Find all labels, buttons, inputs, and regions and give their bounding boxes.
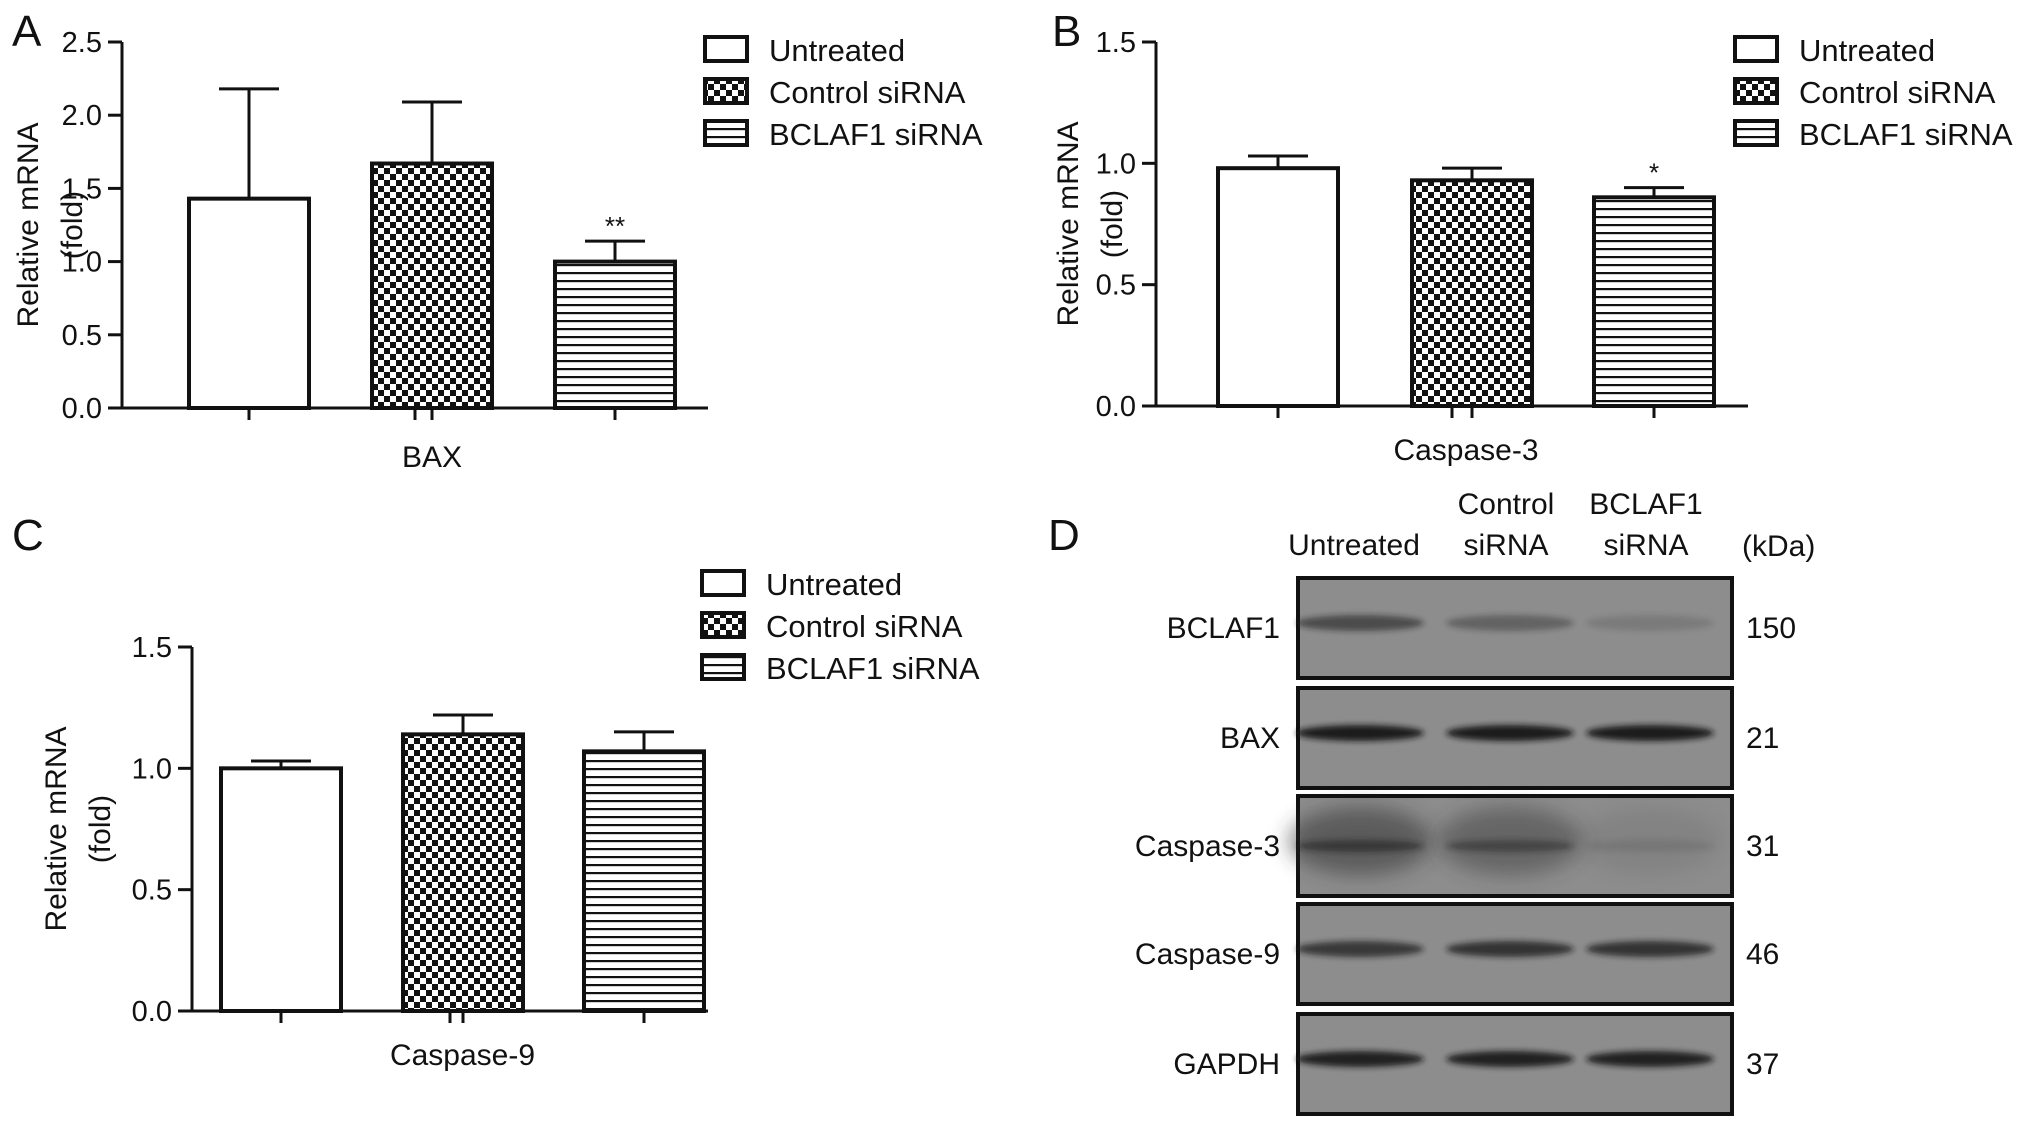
y-tick-label: 1.5 — [62, 173, 102, 205]
bar-bclaf1 — [553, 259, 677, 410]
y-tick-label: 0.0 — [132, 996, 172, 1028]
legend-swatch-bclaf1 — [703, 119, 749, 147]
blot-row-label: Caspase-3 — [1135, 830, 1280, 863]
panel-letter-d: D — [1048, 511, 1080, 560]
y-tick-label: 1.5 — [132, 632, 172, 664]
y-tick-label: 0.0 — [1096, 391, 1136, 423]
blot-band — [1586, 725, 1714, 741]
bar-control — [1410, 178, 1534, 408]
y-tick-label: 0.5 — [1096, 270, 1136, 302]
panel-letter-c: C — [12, 511, 44, 560]
y-axis-label: Relative mRNA — [40, 726, 73, 931]
blot-kda-label: 31 — [1746, 830, 1779, 863]
y-axis-label-unit: (fold) — [56, 191, 89, 259]
bar-untreated — [187, 196, 311, 410]
legend-swatch-control — [703, 77, 749, 105]
blot-column-label: siRNA — [1603, 529, 1688, 562]
legend-label-untreated: Untreated — [769, 33, 905, 68]
bar-bclaf1 — [1592, 195, 1716, 408]
y-tick-label: 1.0 — [132, 753, 172, 785]
bar-control — [401, 732, 525, 1013]
chart-caspase-9: 0.0 0.5 1.0 1.5 Relative mRNA (fold) Caspase-9… — [40, 567, 980, 1072]
legend-swatch-bclaf1 — [700, 653, 746, 681]
y-axis-label: Relative mRNA — [12, 122, 45, 327]
blot-column-label: BCLAF1 — [1589, 488, 1702, 521]
blot-band — [1296, 941, 1424, 957]
significance-marker: ** — [605, 211, 625, 241]
blot-band — [1446, 941, 1574, 957]
legend-label-untreated: Untreated — [766, 567, 902, 602]
significance-marker: * — [1649, 158, 1659, 188]
blot-column-label: siRNA — [1463, 529, 1548, 562]
y-tick-label: 0.5 — [62, 320, 102, 352]
x-axis-label: BAX — [402, 441, 462, 474]
y-axis-label: Relative mRNA — [1052, 121, 1085, 326]
blot-row-label: BCLAF1 — [1167, 612, 1280, 645]
blot-band — [1446, 1051, 1574, 1067]
blot-kda-label: 46 — [1746, 938, 1779, 971]
blot-band — [1586, 840, 1714, 852]
western-blot: Untreated Control siRNA BCLAF1 siRNA (kDa) BCL… — [1135, 488, 1815, 1116]
y-tick-label: 0.5 — [132, 875, 172, 907]
blot-row-label: Caspase-9 — [1135, 938, 1280, 971]
legend-swatch-control — [1733, 77, 1779, 105]
blot-unit-label: (kDa) — [1742, 530, 1815, 563]
blot-column-label: Untreated — [1288, 529, 1420, 562]
y-tick-label: 1.0 — [1096, 148, 1136, 180]
blot-row-label: GAPDH — [1173, 1048, 1280, 1081]
blot-band — [1446, 725, 1574, 741]
legend-swatch-untreated — [1733, 35, 1779, 63]
chart-caspase-3: 0.0 0.5 1.0 1.5 Relative mRNA (fold) Caspase-3… — [1052, 27, 2013, 467]
legend-swatch-control — [700, 611, 746, 639]
y-axis-label-unit: (fold) — [1096, 190, 1129, 258]
legend-label-bclaf1: BCLAF1 siRNA — [766, 651, 980, 686]
legend-swatch-untreated — [700, 569, 746, 597]
y-tick-label: 2.0 — [62, 100, 102, 132]
y-axis-label-unit: (fold) — [84, 795, 117, 863]
x-axis-label: Caspase-9 — [390, 1039, 535, 1072]
legend-swatch-untreated — [703, 35, 749, 63]
blot-row-label: BAX — [1220, 722, 1280, 755]
blot-band — [1296, 615, 1424, 631]
legend-swatch-bclaf1 — [1733, 119, 1779, 147]
legend-label-control: Control siRNA — [769, 75, 966, 110]
bar-bclaf1 — [582, 749, 706, 1013]
legend-label-control: Control siRNA — [766, 609, 963, 644]
blot-band — [1586, 1051, 1714, 1067]
legend-label-bclaf1: BCLAF1 siRNA — [769, 117, 983, 152]
blot-column-label: Control — [1458, 488, 1555, 521]
x-axis-label: Caspase-3 — [1393, 434, 1538, 467]
blot-kda-label: 37 — [1746, 1048, 1779, 1081]
blot-kda-label: 150 — [1746, 612, 1796, 645]
legend-label-bclaf1: BCLAF1 siRNA — [1799, 117, 2013, 152]
blot-kda-label: 21 — [1746, 722, 1779, 755]
bar-untreated — [1216, 166, 1340, 408]
bar-control — [370, 161, 494, 410]
panel-letter-b: B — [1052, 7, 1081, 56]
blot-band — [1296, 840, 1424, 852]
legend-label-untreated: Untreated — [1799, 33, 1935, 68]
chart-bax: 0.0 0.5 1.0 1.5 2.0 2.5 Relative mRNA (fold) BAX… — [12, 27, 983, 474]
y-tick-label: 1.0 — [62, 247, 102, 279]
blot-band — [1446, 840, 1574, 852]
y-tick-label: 1.5 — [1096, 27, 1136, 59]
y-tick-label: 0.0 — [62, 393, 102, 425]
blot-band — [1296, 1051, 1424, 1067]
bar-untreated — [219, 766, 343, 1013]
blot-band — [1586, 941, 1714, 957]
y-tick-label: 2.5 — [62, 27, 102, 59]
blot-band — [1296, 725, 1424, 741]
blot-band — [1586, 615, 1714, 631]
panel-letter-a: A — [12, 7, 42, 56]
blot-band — [1446, 615, 1574, 631]
legend-label-control: Control siRNA — [1799, 75, 1996, 110]
